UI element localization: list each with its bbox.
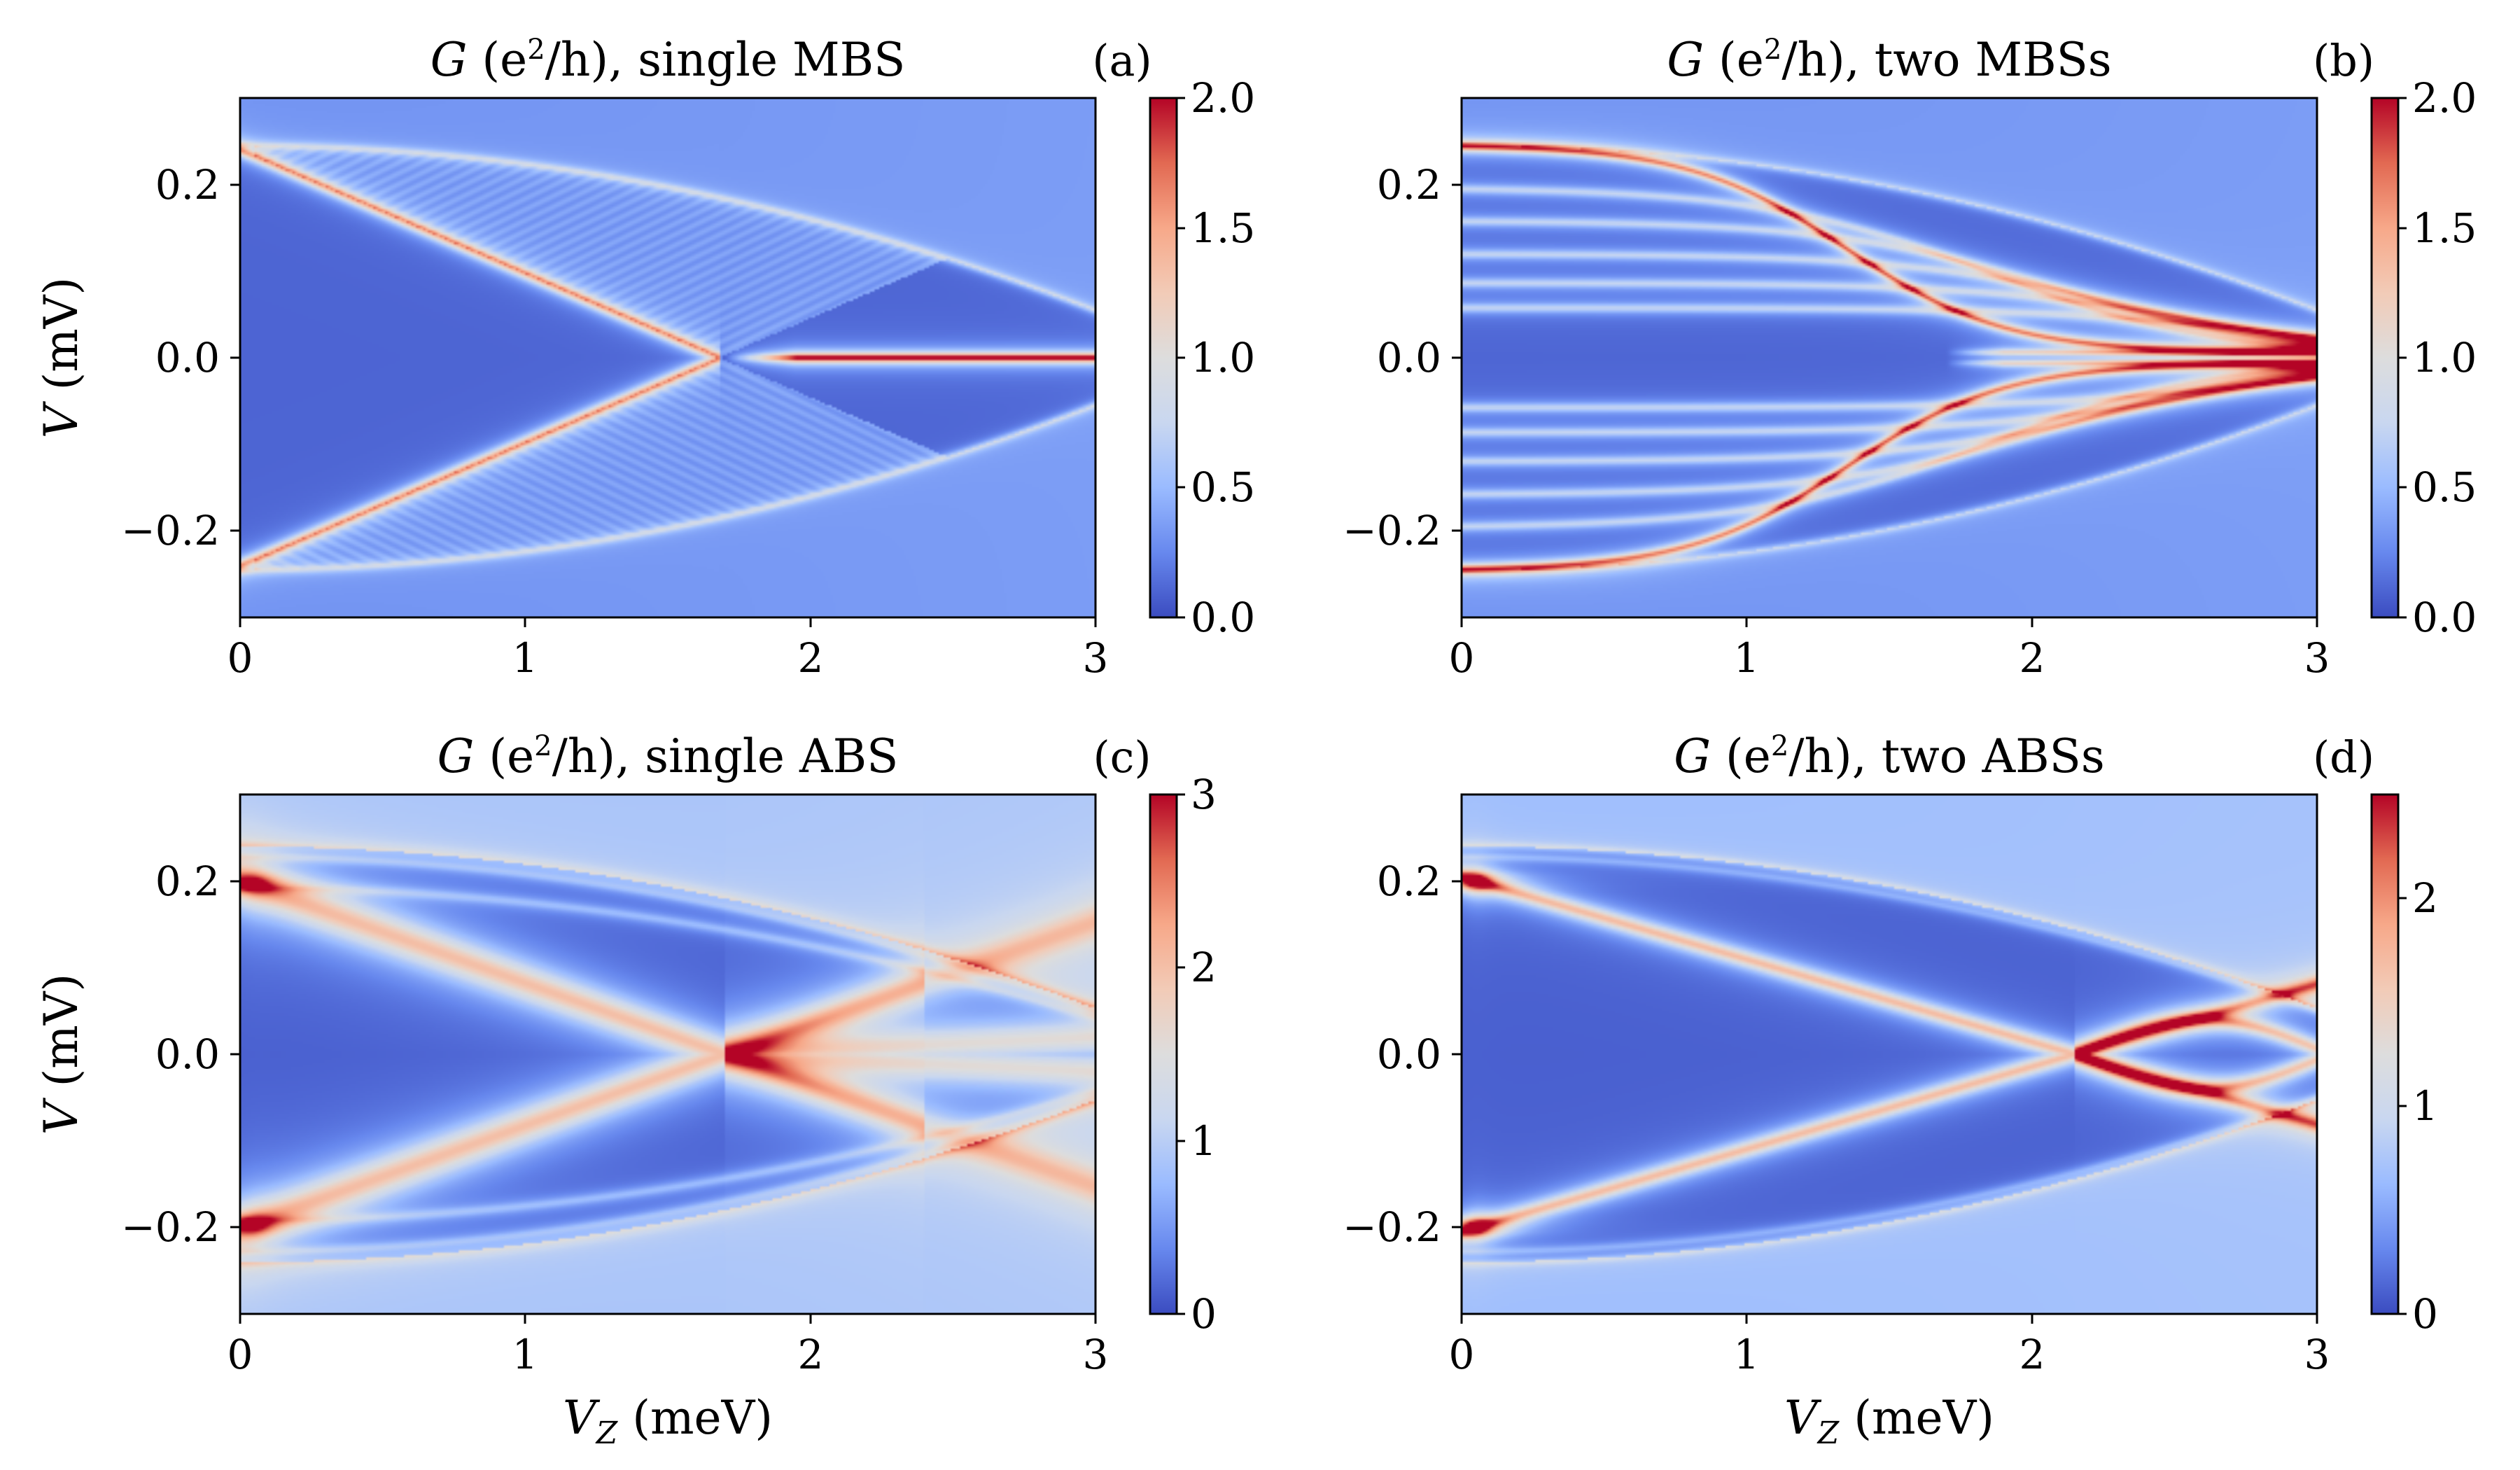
y-tick-label-b-0: 0.2: [1377, 161, 1441, 209]
panel-c: G (e2/h), single ABS (c) 0 1 2 3 VZ (meV…: [34, 729, 1217, 1451]
y-axis-b: 0.2 0.0 −0.2: [1343, 161, 1462, 554]
x-tick-label-a-2: 2: [798, 634, 824, 682]
x-tick-label-b-3: 3: [2304, 634, 2330, 682]
cb-label-d-1: 1: [2412, 1082, 2438, 1130]
x-tick-label-d-3: 3: [2304, 1331, 2330, 1378]
panel-tag-a: (a): [1092, 35, 1152, 86]
heatmap-d: [1462, 794, 2317, 1314]
title-a: G (e2/h), single MBS: [430, 33, 906, 87]
panel-b: G (e2/h), two MBSs (b) 0 1 2 3 0.2 0.0 −…: [1343, 33, 2477, 682]
x-tick-label-a-1: 1: [512, 634, 538, 682]
y-tick-label-a-1: 0.0: [155, 334, 220, 382]
x-tick-label-c-2: 2: [798, 1331, 824, 1378]
cb-label-a-4: 2.0: [1191, 74, 1255, 122]
y-tick-label-a-0: 0.2: [155, 161, 220, 209]
cb-label-b-0: 0.0: [2412, 594, 2477, 641]
cb-label-d-0: 0: [2412, 1290, 2438, 1338]
x-tick-label-b-2: 2: [2019, 634, 2045, 682]
y-tick-label-c-1: 0.0: [155, 1030, 220, 1078]
panel-tag-c: (c): [1093, 732, 1151, 783]
x-tick-label-a-0: 0: [227, 634, 253, 682]
y-tick-label-d-2: −0.2: [1343, 1203, 1441, 1251]
cb-label-b-4: 2.0: [2412, 74, 2477, 122]
cb-label-c-2: 2: [1191, 944, 1217, 991]
x-tick-label-c-3: 3: [1083, 1331, 1109, 1378]
x-axis-b: 0 1 2 3: [1449, 617, 2330, 682]
cb-label-b-2: 1.0: [2412, 334, 2477, 382]
y-tick-label-c-0: 0.2: [155, 858, 220, 905]
x-axis-a: 0 1 2 3: [227, 617, 1109, 682]
cb-label-a-2: 1.0: [1191, 334, 1255, 382]
cb-label-b-1: 0.5: [2412, 463, 2477, 511]
x-tick-label-b-1: 1: [1734, 634, 1760, 682]
y-tick-label-d-0: 0.2: [1377, 858, 1441, 905]
panel-a: G (e2/h), single MBS (a) 0 1 2 3 0.2 0.0…: [34, 33, 1255, 682]
x-tick-label-d-0: 0: [1449, 1331, 1475, 1378]
colorbar-d: 0 1 2: [2370, 793, 2438, 1338]
x-tick-label-c-0: 0: [227, 1331, 253, 1378]
cb-label-b-3: 1.5: [2412, 204, 2477, 252]
y-axis-label-c: V (mV): [34, 974, 88, 1135]
colorbar-a: 0.0 0.5 1.0 1.5 2.0: [1149, 74, 1255, 641]
y-axis-d: 0.2 0.0 −0.2: [1343, 858, 1462, 1251]
y-axis-a: 0.2 0.0 −0.2 V (mV): [34, 161, 240, 554]
heatmap-c: [240, 794, 1096, 1314]
colorbar-b: 0.0 0.5 1.0 1.5 2.0: [2370, 74, 2477, 641]
x-tick-label-a-3: 3: [1083, 634, 1109, 682]
cb-label-a-3: 1.5: [1191, 204, 1255, 252]
x-axis-label-c: VZ (meV): [563, 1391, 773, 1451]
x-tick-label-d-2: 2: [2019, 1331, 2045, 1378]
cb-label-c-1: 1: [1191, 1117, 1217, 1165]
y-tick-label-b-1: 0.0: [1377, 334, 1441, 382]
colorbar-gradient-b: [2372, 98, 2398, 617]
x-axis-d: 0 1 2 3 VZ (meV): [1449, 1314, 2330, 1451]
cb-label-c-0: 0: [1191, 1290, 1217, 1338]
heatmap-a: [240, 98, 1096, 617]
colorbar-gradient-c: [1150, 794, 1177, 1314]
title-b: G (e2/h), two MBSs: [1667, 33, 2111, 87]
x-axis-c: 0 1 2 3 VZ (meV): [227, 1314, 1109, 1451]
y-tick-label-a-2: −0.2: [121, 507, 220, 554]
colorbar-frame-c: [1149, 793, 1178, 1315]
y-axis-c: 0.2 0.0 −0.2 V (mV): [34, 858, 240, 1251]
panel-tag-b: (b): [2313, 35, 2374, 86]
panel-d: G (e2/h), two ABSs (d) 0 1 2 3 VZ (meV) …: [1343, 729, 2438, 1451]
title-c: G (e2/h), single ABS: [438, 729, 899, 783]
colorbar-gradient-a: [1150, 98, 1177, 617]
cb-label-d-2: 2: [2412, 874, 2438, 922]
cb-label-c-3: 3: [1191, 771, 1217, 818]
x-tick-label-c-1: 1: [512, 1331, 538, 1378]
y-tick-label-c-2: −0.2: [121, 1203, 220, 1251]
title-d: G (e2/h), two ABSs: [1674, 729, 2104, 783]
y-tick-label-b-2: −0.2: [1343, 507, 1441, 554]
colorbar-gradient-d: [2372, 794, 2398, 1314]
cb-label-a-0: 0.0: [1191, 594, 1255, 641]
x-tick-label-b-0: 0: [1449, 634, 1475, 682]
y-tick-label-d-1: 0.0: [1377, 1030, 1441, 1078]
cb-label-a-1: 0.5: [1191, 463, 1255, 511]
colorbar-c: 0 1 2 3: [1149, 771, 1217, 1338]
panel-tag-d: (d): [2313, 732, 2374, 783]
x-axis-label-d: VZ (meV): [1784, 1391, 1994, 1451]
heatmap-b: [1462, 98, 2317, 617]
y-axis-label-a: V (mV): [34, 277, 88, 438]
colorbar-frame-d: [2370, 793, 2400, 1315]
x-tick-label-d-1: 1: [1734, 1331, 1760, 1378]
